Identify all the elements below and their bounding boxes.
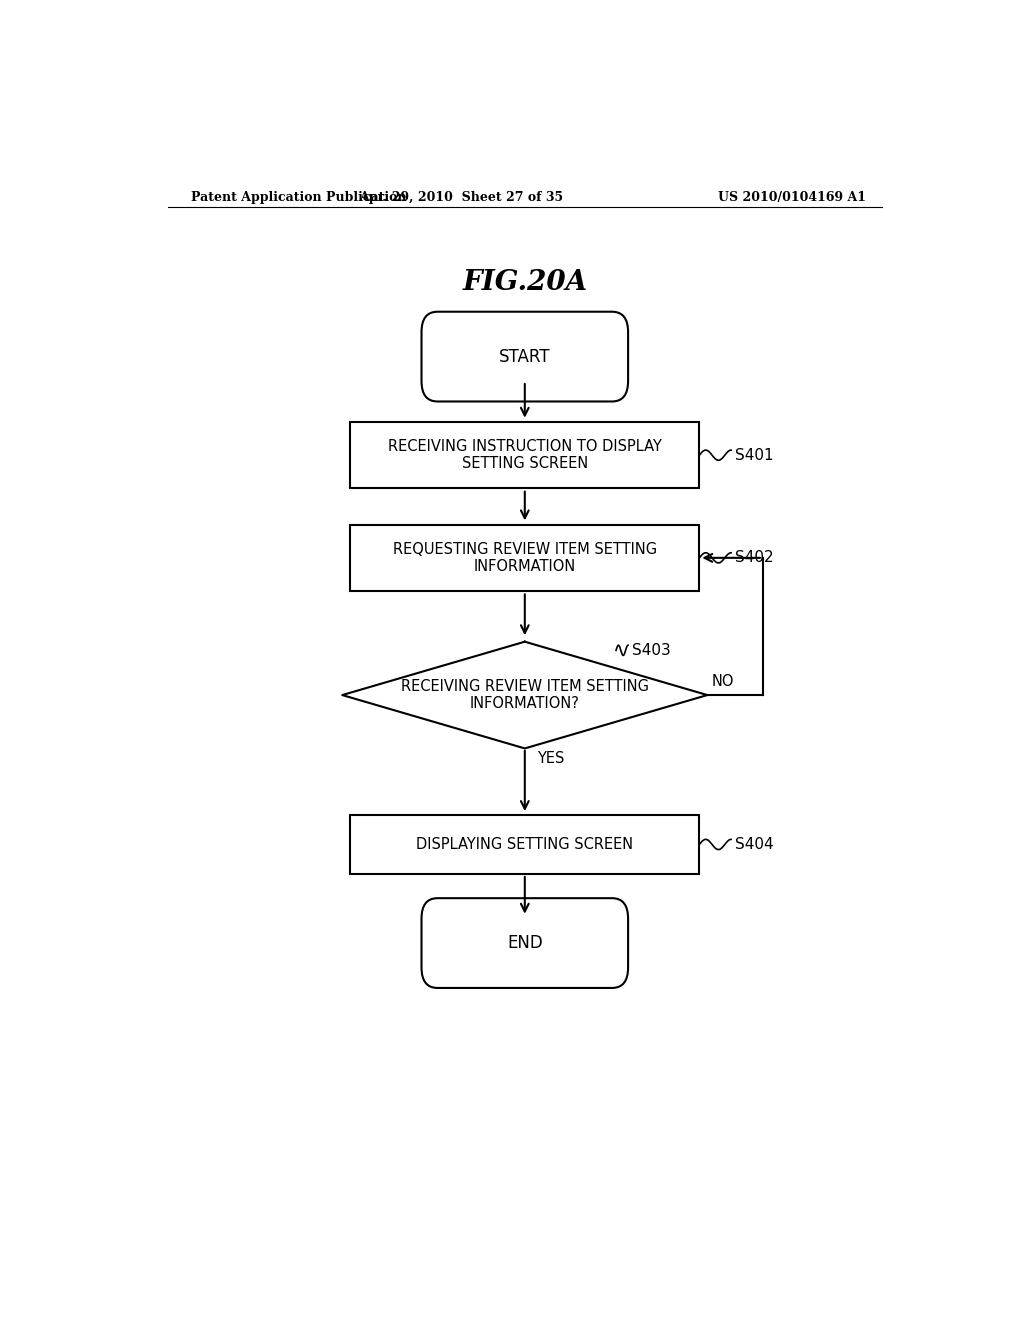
Text: NO: NO (712, 675, 734, 689)
Text: RECEIVING INSTRUCTION TO DISPLAY
SETTING SCREEN: RECEIVING INSTRUCTION TO DISPLAY SETTING… (388, 440, 662, 471)
Text: REQUESTING REVIEW ITEM SETTING
INFORMATION: REQUESTING REVIEW ITEM SETTING INFORMATI… (393, 541, 656, 574)
Text: S402: S402 (735, 550, 774, 565)
Text: RECEIVING REVIEW ITEM SETTING
INFORMATION?: RECEIVING REVIEW ITEM SETTING INFORMATIO… (400, 678, 649, 711)
FancyBboxPatch shape (422, 312, 628, 401)
Text: FIG.20A: FIG.20A (462, 269, 588, 296)
Text: Patent Application Publication: Patent Application Publication (191, 190, 407, 203)
FancyBboxPatch shape (350, 525, 699, 591)
Text: Apr. 29, 2010  Sheet 27 of 35: Apr. 29, 2010 Sheet 27 of 35 (359, 190, 563, 203)
Text: START: START (499, 347, 551, 366)
Text: DISPLAYING SETTING SCREEN: DISPLAYING SETTING SCREEN (416, 837, 634, 851)
FancyBboxPatch shape (422, 898, 628, 987)
FancyBboxPatch shape (350, 422, 699, 488)
Text: S403: S403 (632, 643, 671, 657)
Text: YES: YES (537, 751, 564, 766)
Text: US 2010/0104169 A1: US 2010/0104169 A1 (718, 190, 866, 203)
Text: S401: S401 (735, 447, 774, 463)
Polygon shape (342, 642, 708, 748)
Text: END: END (507, 935, 543, 952)
Text: S404: S404 (735, 837, 774, 851)
FancyBboxPatch shape (350, 814, 699, 874)
